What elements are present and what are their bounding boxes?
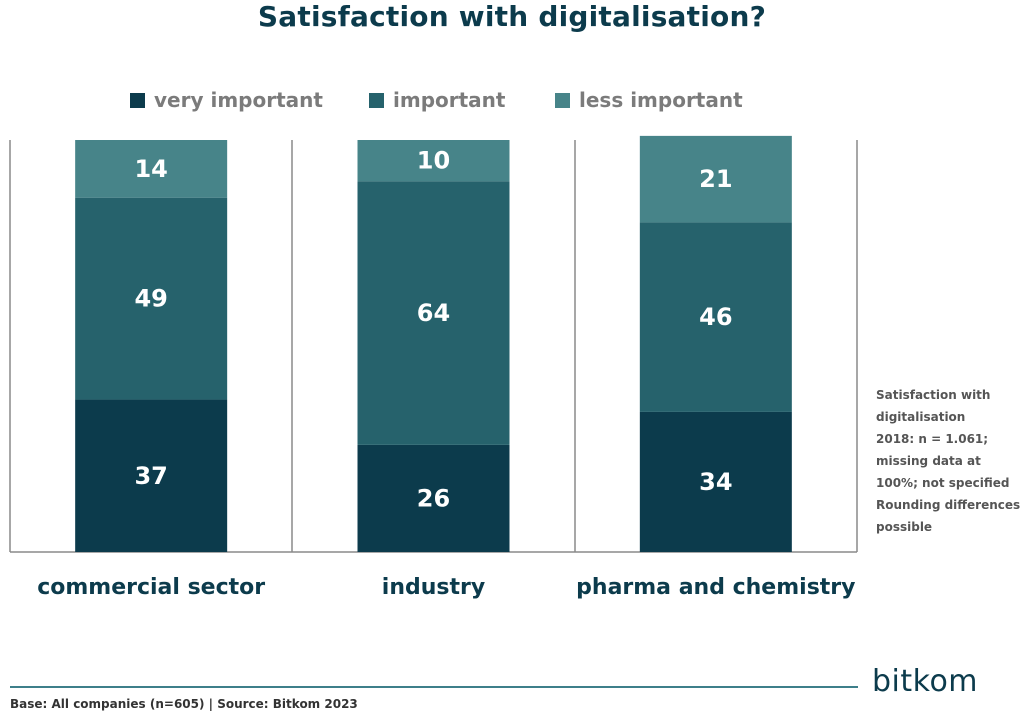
note-line: possible	[876, 520, 933, 534]
note-line: 2018: n = 1.061;	[876, 432, 989, 446]
legend-label-less-important: less important	[579, 88, 743, 112]
legend: very important important less important	[0, 88, 1024, 114]
category-label: pharma and chemistry	[576, 575, 855, 600]
bar-value-label: 46	[699, 303, 732, 331]
note-line: digitalisation	[876, 410, 966, 424]
legend-swatch-important	[369, 92, 384, 108]
note-line: Satisfaction with	[876, 388, 991, 402]
bar-segment	[357, 444, 510, 552]
bar-value-label: 34	[699, 468, 732, 496]
bar-value-label: 37	[134, 462, 167, 490]
legend-label-very-important: very important	[154, 88, 323, 112]
note-line: Rounding differences	[876, 498, 1021, 512]
note-line: 100%; not specified	[876, 476, 1010, 490]
legend-item-very-important: very important	[130, 88, 323, 112]
bar-segment	[357, 140, 510, 182]
legend-item-less-important: less important	[555, 88, 743, 112]
bar-value-label: 49	[134, 285, 167, 313]
bar-segment	[75, 140, 228, 198]
legend-swatch-very-important	[130, 92, 145, 108]
bar-segment	[639, 222, 792, 412]
bar-segment	[639, 135, 792, 223]
bar-segment	[75, 399, 228, 552]
stacked-bar-chart: 37 49 14 commercial sector 26 64 10 industry 34 4…	[9, 135, 858, 600]
bar-segment	[639, 411, 792, 552]
bar-segment	[357, 181, 510, 445]
legend-item-important: important	[369, 88, 505, 112]
bar-value-label: 64	[417, 299, 450, 327]
legend-label-important: important	[393, 88, 506, 112]
footer-divider	[10, 686, 858, 688]
category-label: industry	[382, 575, 485, 600]
category-label: commercial sector	[37, 575, 265, 600]
bar-value-label: 21	[699, 165, 732, 193]
source-note: Base: All companies (n=605) | Source: Bi…	[10, 697, 358, 711]
bar-value-label: 10	[417, 147, 450, 175]
note-line: missing data at	[876, 454, 981, 468]
bar-value-label: 14	[134, 155, 167, 183]
bar-value-label: 26	[417, 484, 450, 512]
legend-swatch-less-important	[555, 92, 570, 108]
bitkom-logo: bitkom	[872, 664, 979, 699]
bar-segment	[75, 197, 228, 400]
chart-note: Satisfaction with digitalisation 2018: n…	[876, 384, 1021, 538]
chart-title: Satisfaction with digitalisation?	[257, 0, 767, 33]
